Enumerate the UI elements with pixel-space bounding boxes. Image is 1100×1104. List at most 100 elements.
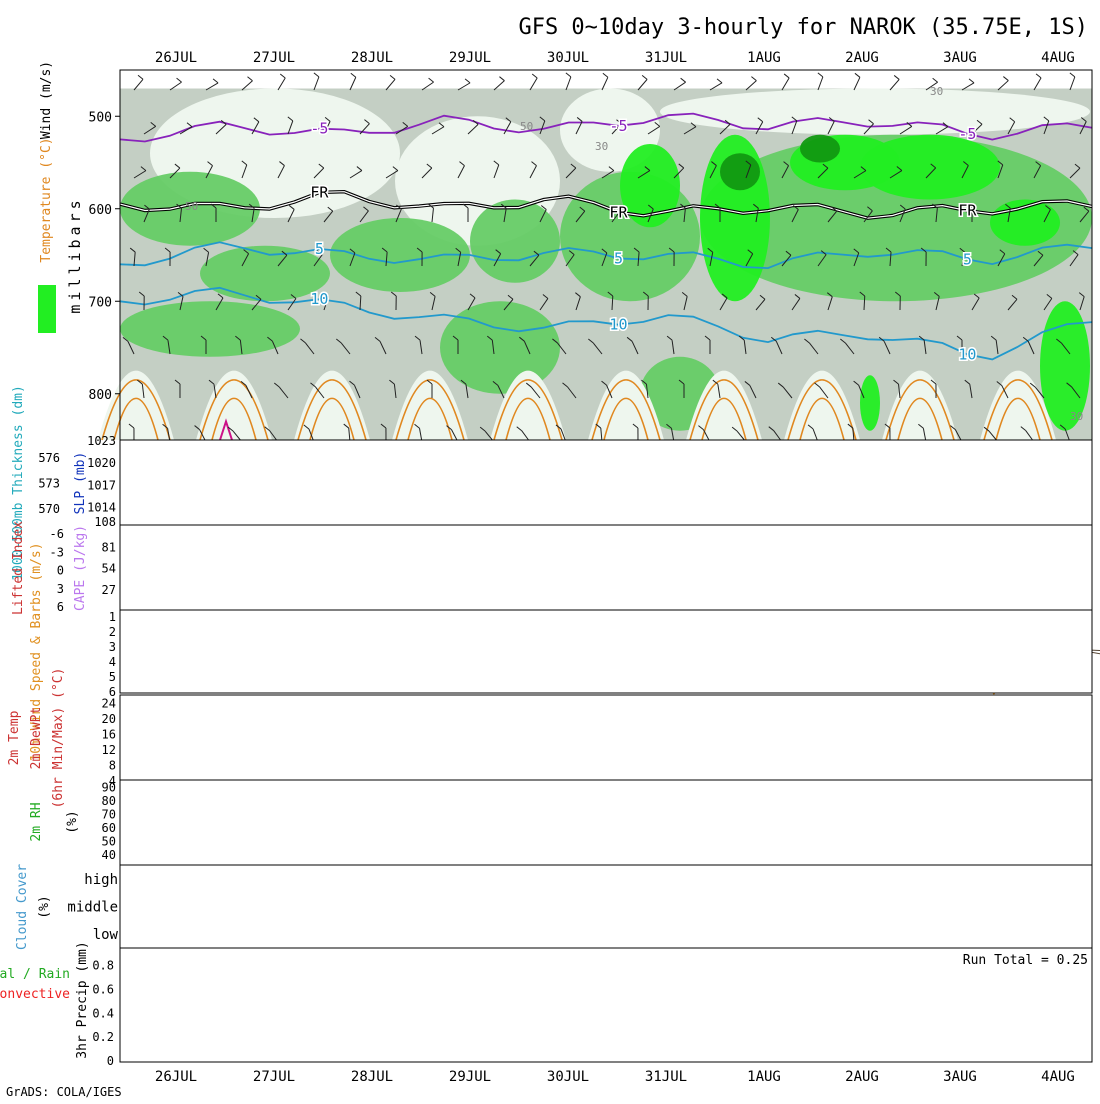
wind-ytick-label: 3 (109, 640, 116, 654)
cloud-ylabel-2: (%) (37, 895, 52, 918)
lifted-ylabel: Lifted Index (11, 521, 26, 615)
slp-ylabel: SLP (mb) (73, 452, 88, 515)
date-label-top: 4AUG (1041, 50, 1075, 66)
wind-ytick-label: 5 (109, 670, 116, 684)
cloud-ylabel-1: Cloud Cover (15, 864, 30, 950)
cape-ylabel: CAPE (J/kg) (73, 525, 88, 611)
date-label-bottom: 2AUG (845, 1069, 879, 1085)
isotherm-label: FR (609, 203, 628, 221)
date-label-bottom: 3AUG (943, 1069, 977, 1085)
isotherm-label: -5 (310, 120, 328, 138)
rh2m-ylabel-2: (%) (65, 810, 80, 833)
thickness-ytick-label: 570 (38, 502, 60, 516)
isotherm-label: 10 (310, 290, 328, 308)
date-label-top: 30JUL (547, 50, 589, 66)
isotherm-label: 5 (614, 250, 623, 268)
date-label-bottom: 30JUL (547, 1069, 589, 1085)
wind-frame (120, 610, 1092, 693)
slp-ytick-label: 1017 (87, 478, 116, 492)
cloud-row-label: low (93, 927, 119, 943)
rh2m-ytick-label: 80 (102, 794, 116, 808)
precip-ylabel-total: Total / Rain (0, 967, 70, 982)
date-label-top: 1AUG (747, 50, 781, 66)
slp-ytick-label: 1023 (87, 434, 116, 448)
lifted-ytick-label: 0 (57, 564, 64, 578)
wind-ytick-label: 4 (109, 655, 116, 669)
temp-ytick-label: 24 (102, 697, 116, 711)
precip-frame (120, 948, 1092, 1062)
lifted-ytick-label: -6 (50, 527, 64, 541)
temp-ytick-label: 16 (102, 728, 116, 742)
rh2m-ytick-label: 90 (102, 781, 116, 795)
lifted-ytick-label: 6 (57, 600, 64, 614)
rh-moist-region (860, 135, 1000, 200)
precip-ytick-label: 0.8 (92, 959, 114, 973)
footer-credit: GrADS: COLA/IGES (6, 1085, 122, 1099)
date-label-bottom: 31JUL (645, 1069, 687, 1085)
slp-frame (120, 440, 1092, 525)
isotherm-label: -5 (609, 117, 627, 135)
rh-moist-region (120, 301, 300, 357)
rh-contour-label: 30 (1070, 410, 1083, 423)
isotherm-label: 10 (958, 345, 976, 363)
chart-title: GFS 0~10day 3-hourly for NAROK (35.75E, … (518, 15, 1088, 40)
wind-ytick-label: 1 (109, 610, 116, 624)
isotherm-label: 5 (963, 250, 972, 268)
date-label-top: 2AUG (845, 50, 879, 66)
thickness-ytick-label: 573 (38, 477, 60, 491)
cape-ytick-label: 54 (102, 562, 116, 576)
temp-ytick-label: 8 (109, 759, 116, 773)
rh-contour-label: 30 (930, 85, 943, 98)
upper-ytick-label: 600 (89, 203, 112, 218)
temp-ylabel-3: (6hr Min/Max) (°C) (51, 668, 66, 809)
run-total-label: Run Total = 0.25 (963, 953, 1088, 968)
temp-ylabel-1: 2m Temp (7, 710, 22, 765)
rh-dry-region (660, 89, 1090, 135)
isotherm-label: FR (310, 183, 329, 201)
upper-yunit-label: millibars (66, 196, 84, 313)
cloud-row-label: high (84, 872, 118, 888)
temp-frame (120, 695, 1092, 780)
isotherm-label: FR (958, 202, 977, 220)
slp-bottom-label: 108 (94, 515, 116, 529)
temp-ylabel-2: 2m DewPt (29, 707, 44, 770)
rh-moist-region (860, 375, 880, 431)
date-label-bottom: 1AUG (747, 1069, 781, 1085)
precip-ytick-label: 0.6 (92, 983, 114, 997)
rh-moist-region (720, 153, 760, 190)
rh2m-frame (120, 780, 1092, 865)
lifted-ytick-label: -3 (50, 545, 64, 559)
rh-legend-swatch (38, 285, 56, 333)
rh-moist-region (800, 135, 840, 163)
date-label-bottom: 4AUG (1041, 1069, 1075, 1085)
cloud-frame (120, 865, 1092, 948)
temp-ytick-label: 12 (102, 743, 116, 757)
upper-ylabel-wind: Wind (m/s) (39, 61, 54, 139)
date-label-bottom: 27JUL (253, 1069, 295, 1085)
isotherm-label: 5 (315, 240, 324, 258)
date-label-top: 29JUL (449, 50, 491, 66)
cape-ytick-label: 81 (102, 540, 116, 554)
cloud-row-label: middle (67, 900, 118, 916)
cape-ytick-label: 27 (102, 583, 116, 597)
rh-moist-region (470, 200, 560, 283)
upper-ytick-label: 800 (89, 388, 112, 403)
date-label-top: 26JUL (155, 50, 197, 66)
slp-ytick-label: 1020 (87, 456, 116, 470)
rh-dry-top (120, 70, 1092, 89)
cape-frame (120, 525, 1092, 610)
isotherm-label: 10 (609, 316, 627, 334)
wind-ytick-label: 2 (109, 625, 116, 639)
rh2m-ytick-label: 60 (102, 821, 116, 835)
precip-ylabel-conv: Convective (0, 987, 70, 1002)
date-label-top: 31JUL (645, 50, 687, 66)
date-label-bottom: 29JUL (449, 1069, 491, 1085)
thickness-ytick-label: 576 (38, 451, 60, 465)
upper-ylabel-temp: Temperature (°C) (39, 137, 54, 262)
upper-ytick-label: 700 (89, 295, 112, 310)
precip-ytick-label: 0.2 (92, 1030, 114, 1044)
rh2m-ylabel-1: 2m RH (29, 802, 44, 841)
date-label-top: 27JUL (253, 50, 295, 66)
